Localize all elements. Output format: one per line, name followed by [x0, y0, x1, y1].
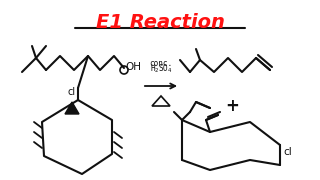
- Text: E1 Reaction: E1 Reaction: [96, 13, 224, 32]
- Text: OH: OH: [125, 62, 141, 72]
- Text: +: +: [225, 97, 239, 115]
- Text: cl: cl: [283, 147, 292, 157]
- Text: conc.: conc.: [149, 59, 172, 68]
- Polygon shape: [65, 102, 79, 114]
- Text: cl: cl: [68, 87, 76, 97]
- Text: H$_2$SO$_4$: H$_2$SO$_4$: [150, 62, 172, 75]
